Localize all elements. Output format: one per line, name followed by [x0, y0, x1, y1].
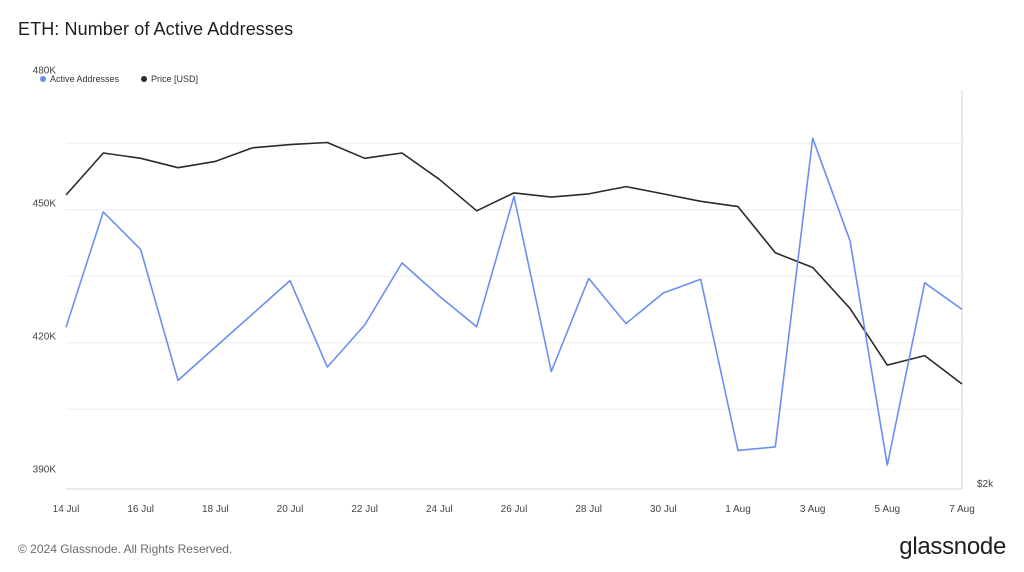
legend-dot-price	[141, 76, 148, 82]
y-axis-ticks: 390K 420K 450K 480K	[33, 66, 57, 476]
legend-item-price[interactable]: Price [USD]	[141, 74, 198, 84]
legend-label-active-addresses: Active Addresses	[50, 74, 120, 84]
x-tick-label: 3 Aug	[800, 504, 826, 515]
brand-logo: glassnode	[899, 533, 1006, 560]
chart-title: ETH: Number of Active Addresses	[18, 19, 294, 39]
x-tick-label: 24 Jul	[426, 504, 453, 515]
x-tick-label: 22 Jul	[351, 504, 378, 515]
right-axis-label: $2k	[977, 479, 994, 490]
copyright-text: © 2024 Glassnode. All Rights Reserved.	[18, 542, 233, 556]
y-tick-label: 450K	[33, 199, 57, 210]
series-lines	[65, 137, 963, 466]
x-axis-ticks: 14 Jul 16 Jul 18 Jul 20 Jul 22 Jul 24 Jul 26 J…	[53, 504, 975, 515]
x-tick-label: 14 Jul	[53, 504, 80, 515]
y-tick-label: 420K	[33, 332, 57, 343]
x-tick-label: 1 Aug	[725, 504, 751, 515]
x-tick-label: 18 Jul	[202, 504, 229, 515]
x-tick-label: 5 Aug	[875, 504, 901, 515]
legend-dot-active-addresses	[40, 76, 46, 82]
grid-lines	[66, 142, 962, 410]
series-line-price[interactable]	[65, 141, 963, 385]
legend-label-price: Price [USD]	[151, 74, 199, 84]
x-tick-label: 20 Jul	[277, 504, 304, 515]
x-tick-label: 26 Jul	[501, 504, 528, 515]
x-tick-label: 16 Jul	[127, 504, 154, 515]
series-line-active-addresses[interactable]	[65, 137, 963, 466]
x-tick-label: 30 Jul	[650, 504, 677, 515]
x-tick-label: 7 Aug	[949, 504, 975, 515]
x-tick-label: 28 Jul	[575, 504, 602, 515]
y-tick-label: 390K	[33, 465, 57, 476]
y-tick-label: 480K	[33, 66, 57, 77]
chart-legend: Active Addresses Price [USD]	[40, 74, 198, 84]
legend-item-active-addresses[interactable]: Active Addresses	[40, 74, 119, 84]
